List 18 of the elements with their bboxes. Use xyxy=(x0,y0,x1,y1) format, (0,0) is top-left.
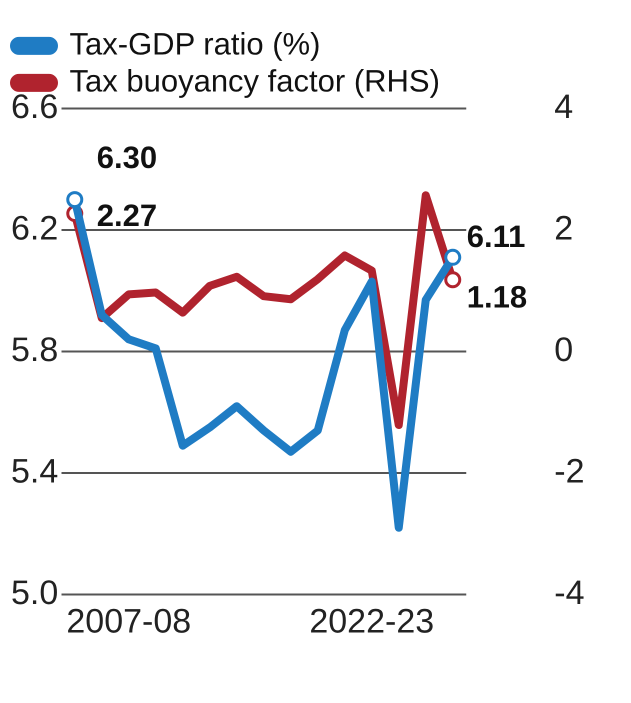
y-tick-label: 6.2 xyxy=(11,209,58,248)
y2-tick-label: 4 xyxy=(554,88,574,126)
y-tick-label: 6.6 xyxy=(11,88,58,126)
x-tick-label: 2007-08 xyxy=(66,602,192,640)
x-tick-label: 2022-23 xyxy=(309,602,434,640)
data-label: 1.18 xyxy=(466,279,528,314)
legend-label: Tax buoyancy factor (RHS) xyxy=(70,63,440,98)
y-tick-label: 5.4 xyxy=(11,452,58,490)
data-label: 2.27 xyxy=(96,198,158,234)
y2-tick-label: -4 xyxy=(554,574,584,612)
data-label: 6.30 xyxy=(96,140,158,176)
y2-tick-label: -2 xyxy=(554,452,584,490)
y-tick-label: 5.8 xyxy=(11,330,58,369)
legend-label: Tax-GDP ratio (%) xyxy=(70,26,320,62)
data-label: 6.11 xyxy=(466,218,526,254)
y-tick-label: 5.0 xyxy=(11,574,58,612)
y2-tick-label: 0 xyxy=(554,330,574,369)
y2-tick-label: 2 xyxy=(554,209,574,248)
